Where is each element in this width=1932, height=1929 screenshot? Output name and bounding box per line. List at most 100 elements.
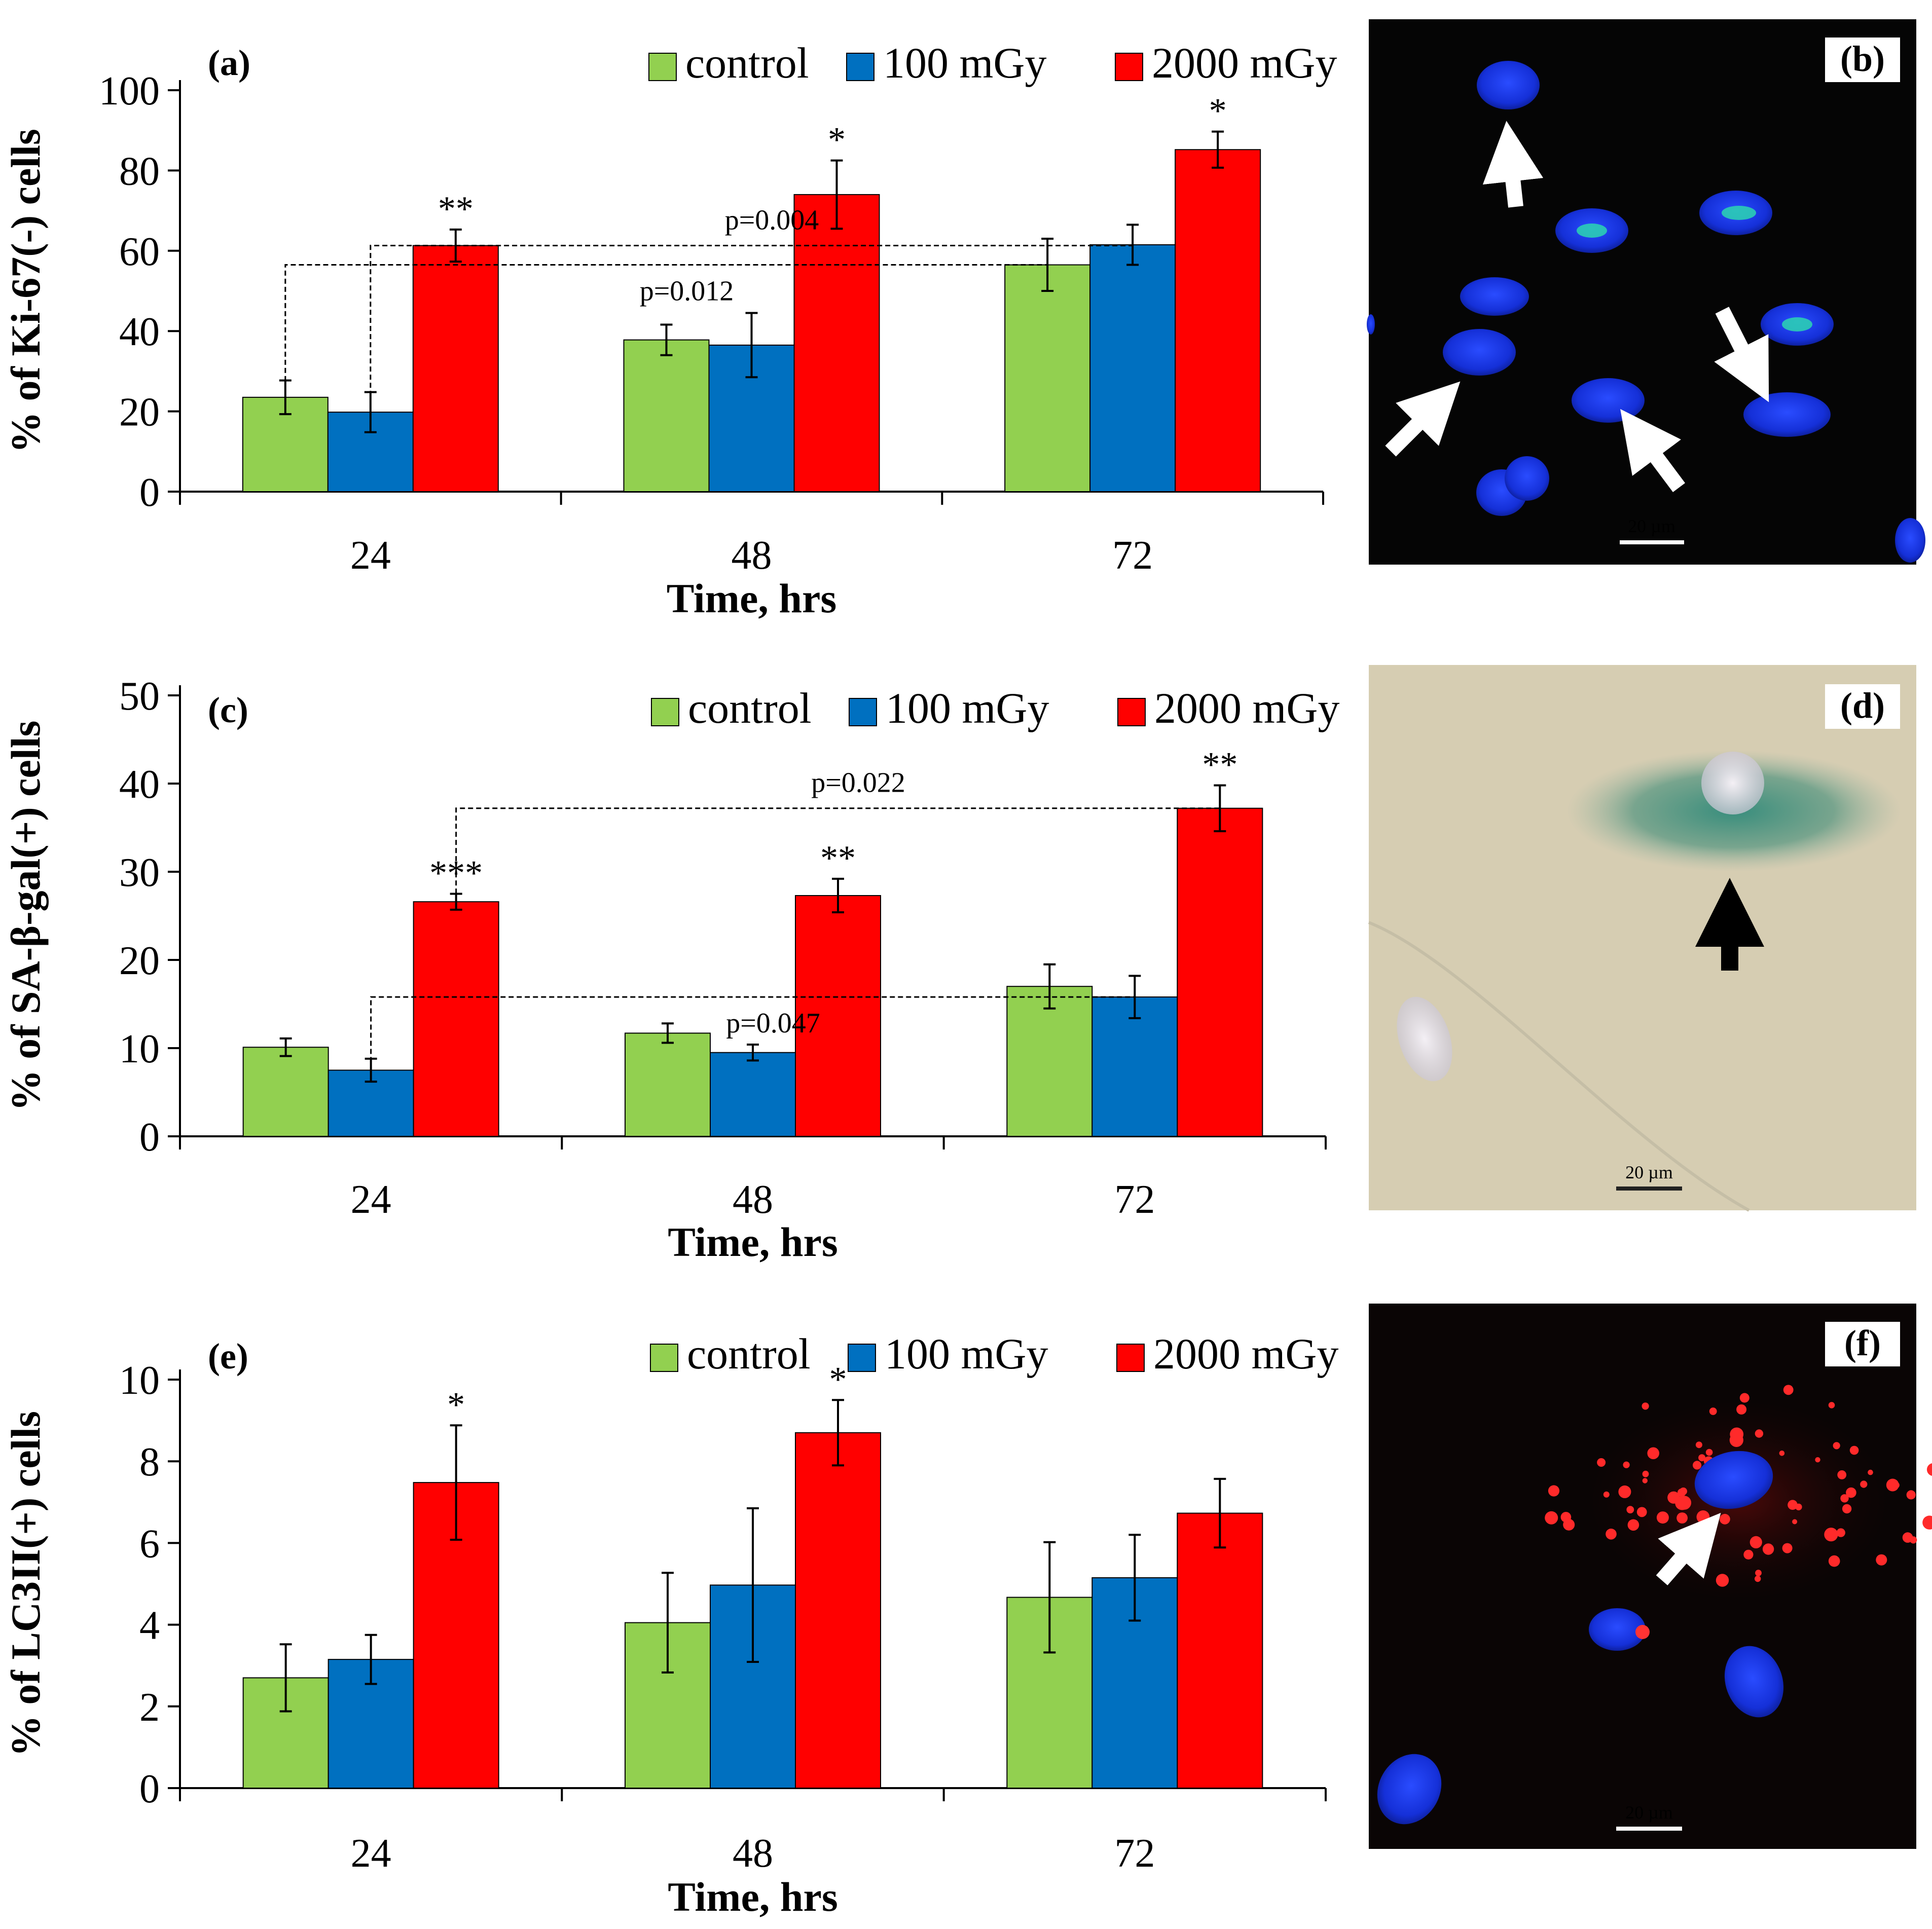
lc3-punctum <box>1677 1496 1692 1510</box>
micrograph-b-background <box>1369 19 1916 565</box>
scale-bar-label: 20 µm <box>1625 1162 1673 1182</box>
lc3-punctum <box>1545 1511 1558 1525</box>
significance-marker: * <box>447 1385 465 1424</box>
lc3-punctum <box>1868 1469 1873 1475</box>
panel-label: (c) <box>208 690 248 730</box>
lc3-punctum <box>1815 1457 1820 1463</box>
panel-label-bg <box>1825 38 1900 82</box>
lc3-punctum <box>1836 1528 1845 1537</box>
scale-bar-label: 20 µm <box>1625 1802 1673 1823</box>
chart-ki67: 0 20 40 60 80 100 24 48 72 Time, hrs % of Ki-67(-)… <box>3 39 1337 621</box>
y-tick-label: 2 <box>139 1685 160 1730</box>
lc3-punctum <box>1743 1549 1754 1560</box>
legend-swatch <box>648 53 677 81</box>
lc3-punctum <box>1623 1461 1630 1468</box>
bar-2000-mgy <box>412 245 499 492</box>
micrograph-ki67: 20 µm (b) <box>1367 19 1925 565</box>
cell-outline <box>1368 921 1750 1212</box>
lc3-punctum <box>1837 1470 1847 1479</box>
lc3-punctum <box>1824 1528 1838 1542</box>
y-tick-label: 4 <box>139 1604 160 1648</box>
p-value-label: p=0.004 <box>725 205 819 236</box>
bar-2000-mgy <box>793 194 880 493</box>
lc3-punctum <box>1846 1487 1856 1498</box>
significance-marker: * <box>1209 92 1227 131</box>
p-value-label: p=0.047 <box>726 1008 820 1039</box>
legend-swatch <box>846 53 874 81</box>
lc3-punctum <box>1736 1404 1747 1415</box>
arrow-icon <box>1385 121 1769 492</box>
legend-swatch <box>848 1344 876 1372</box>
lc3-punctum <box>1926 1463 1932 1476</box>
lc3-punctum <box>1922 1515 1932 1530</box>
panel-label-bg <box>1825 684 1900 729</box>
lc3-punctum <box>1842 1504 1852 1514</box>
lc3-punctum <box>1833 1442 1840 1450</box>
lc3-punctum <box>1618 1485 1631 1498</box>
bar-2000-mgy <box>413 901 499 1137</box>
x-tick-label: 72 <box>1114 1177 1155 1222</box>
y-tick-label: 10 <box>119 1027 160 1071</box>
lc3-punctum <box>1642 1478 1648 1483</box>
lc3-punctum <box>1755 1570 1762 1576</box>
lc3-punctum <box>1828 1402 1835 1408</box>
lc3-punctum <box>1563 1518 1575 1531</box>
x-tick-label: 24 <box>350 533 391 578</box>
y-axis-label: % of Ki-67(-) cells <box>3 129 49 453</box>
x-axis-label: Time, hrs <box>668 1874 838 1920</box>
lc3-punctum <box>1627 1519 1639 1531</box>
comparison-bracket <box>455 807 1220 902</box>
y-axis-label: % of LC3II(+) cells <box>3 1411 49 1757</box>
lc3-punctum <box>1849 1445 1859 1455</box>
bar-100-mgy <box>1091 996 1178 1137</box>
lc3-punctum <box>1910 1536 1917 1544</box>
comparison-bracket <box>370 996 1135 1070</box>
bar-control <box>1006 986 1093 1137</box>
lc3-punctum <box>1755 1429 1764 1438</box>
y-tick-label: 10 <box>119 1358 160 1403</box>
x-tick-label: 24 <box>351 1177 391 1222</box>
cell-nucleus <box>1589 1608 1646 1651</box>
cell-nucleus <box>1701 752 1764 814</box>
legend-label: 100 mGy <box>886 684 1049 732</box>
lc3-punctum <box>1779 1451 1785 1456</box>
nuclei <box>1367 61 1925 563</box>
bar-100-mgy <box>710 1052 796 1137</box>
legend-swatch <box>1116 1344 1145 1372</box>
lc3-punctum <box>1720 1513 1730 1525</box>
lc3-punctum <box>1716 1574 1729 1587</box>
y-tick-label: 0 <box>139 1115 160 1160</box>
lc3-punctum <box>1667 1491 1680 1504</box>
micrograph-lc3ii: 20 µm (f) <box>1369 1304 1932 1849</box>
x-axis-label: Time, hrs <box>667 575 837 621</box>
p-value-label: p=0.012 <box>640 276 734 307</box>
legend-swatch <box>651 698 679 726</box>
cell-nucleus <box>1377 1754 1442 1825</box>
lc3-punctum <box>1642 1470 1649 1477</box>
lc3-punctum <box>1606 1529 1617 1540</box>
legend-swatch <box>849 698 877 726</box>
x-tick-label: 24 <box>351 1831 391 1876</box>
significance-marker: * <box>828 121 846 160</box>
y-tick-label: 60 <box>119 230 160 274</box>
y-tick-label: 40 <box>119 762 160 807</box>
lc3-punctum <box>1840 1494 1849 1503</box>
lc3-punctum <box>1782 1543 1793 1553</box>
panel-label: (d) <box>1840 685 1885 726</box>
unstained-cell-nucleus <box>1397 996 1452 1082</box>
lc3-punctum <box>1739 1393 1749 1403</box>
legend-label: 100 mGy <box>883 39 1047 87</box>
y-tick-label: 50 <box>119 674 160 719</box>
y-axis-label: % of SA-β-gal(+) cells <box>3 721 49 1111</box>
legend-label: control <box>687 1329 811 1378</box>
lc3-punctum <box>1693 1461 1702 1470</box>
x-tick-label: 48 <box>732 533 772 578</box>
lc3-punctum <box>1709 1407 1717 1415</box>
legend-swatch <box>1115 53 1143 81</box>
lc3-punctum <box>1906 1490 1916 1500</box>
y-tick-label: 100 <box>99 69 160 114</box>
lc3-punctum <box>1876 1554 1887 1566</box>
lc3-punctum <box>1695 1441 1702 1449</box>
legend-label: 100 mGy <box>885 1329 1048 1378</box>
